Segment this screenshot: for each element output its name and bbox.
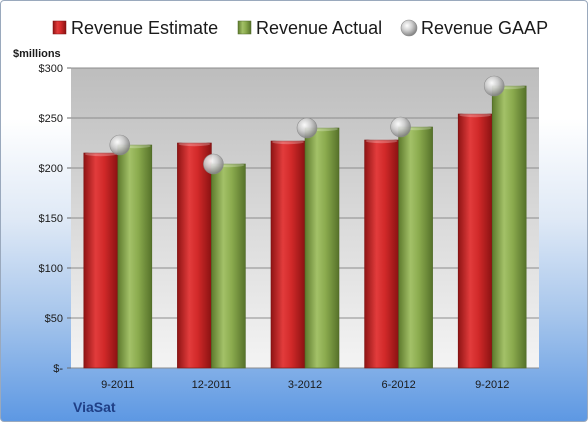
y-tick-label: $300 bbox=[39, 63, 63, 75]
bar-highlight bbox=[459, 112, 492, 118]
y-tick-label: $200 bbox=[39, 163, 63, 175]
marker-revenue-gaap bbox=[390, 116, 411, 138]
y-tick-label: $50 bbox=[45, 313, 63, 325]
x-tick-label: 6-2012 bbox=[381, 379, 415, 391]
legend-marker-revenue-gaap bbox=[400, 19, 418, 37]
bar-revenue-estimate bbox=[364, 139, 399, 369]
y-tick-label: $- bbox=[53, 363, 63, 375]
bar-revenue-estimate bbox=[270, 140, 306, 369]
bar-revenue-estimate bbox=[83, 152, 119, 369]
bar-revenue-estimate bbox=[457, 113, 493, 369]
bar-revenue-actual bbox=[117, 144, 153, 369]
marker-revenue-gaap bbox=[296, 117, 318, 139]
gaap-markers bbox=[109, 75, 505, 175]
x-tick-label: 9-2011 bbox=[101, 379, 134, 391]
unit-label: $millions bbox=[13, 48, 61, 60]
bar-highlight bbox=[84, 151, 117, 157]
x-axis-labels: 9-2011 12-2011 3-2012 6-2012 9-2012 bbox=[101, 379, 509, 391]
bar-highlight bbox=[272, 139, 304, 145]
legend-item-revenue-gaap: Revenue GAAP bbox=[400, 18, 548, 38]
marker-revenue-gaap bbox=[483, 75, 505, 97]
bars bbox=[83, 84, 527, 369]
bar-revenue-actual bbox=[304, 127, 340, 369]
company-name: ViaSat bbox=[73, 399, 116, 415]
y-axis-ticks: $- $50 $100 $150 $200 $250 $300 bbox=[39, 63, 64, 375]
y-tick-label: $150 bbox=[39, 213, 63, 225]
legend-label-revenue-gaap: Revenue GAAP bbox=[421, 18, 548, 38]
legend-swatch-revenue-actual bbox=[237, 20, 252, 35]
x-tick-label: 9-2012 bbox=[475, 379, 509, 391]
bar-revenue-actual bbox=[491, 85, 527, 369]
marker-revenue-gaap bbox=[203, 153, 224, 175]
bar-highlight bbox=[365, 138, 398, 144]
x-tick-label: 3-2012 bbox=[288, 379, 322, 391]
legend-item-revenue-estimate: Revenue Estimate bbox=[52, 18, 218, 38]
legend-swatch-revenue-estimate bbox=[52, 20, 67, 35]
y-tick-label: $100 bbox=[39, 263, 63, 275]
legend-label-revenue-estimate: Revenue Estimate bbox=[71, 18, 218, 38]
legend-label-revenue-actual: Revenue Actual bbox=[256, 18, 382, 38]
bar-revenue-actual bbox=[211, 163, 246, 369]
y-tick-label: $250 bbox=[39, 113, 63, 125]
legend-item-revenue-actual: Revenue Actual bbox=[237, 18, 382, 38]
legend: Revenue Estimate Revenue Actual Revenue … bbox=[52, 18, 548, 38]
x-tick-label: 12-2011 bbox=[192, 379, 232, 391]
bar-revenue-actual bbox=[398, 126, 433, 369]
bar-revenue-estimate bbox=[177, 142, 212, 369]
marker-revenue-gaap bbox=[109, 134, 131, 156]
bar-highlight bbox=[178, 141, 211, 147]
